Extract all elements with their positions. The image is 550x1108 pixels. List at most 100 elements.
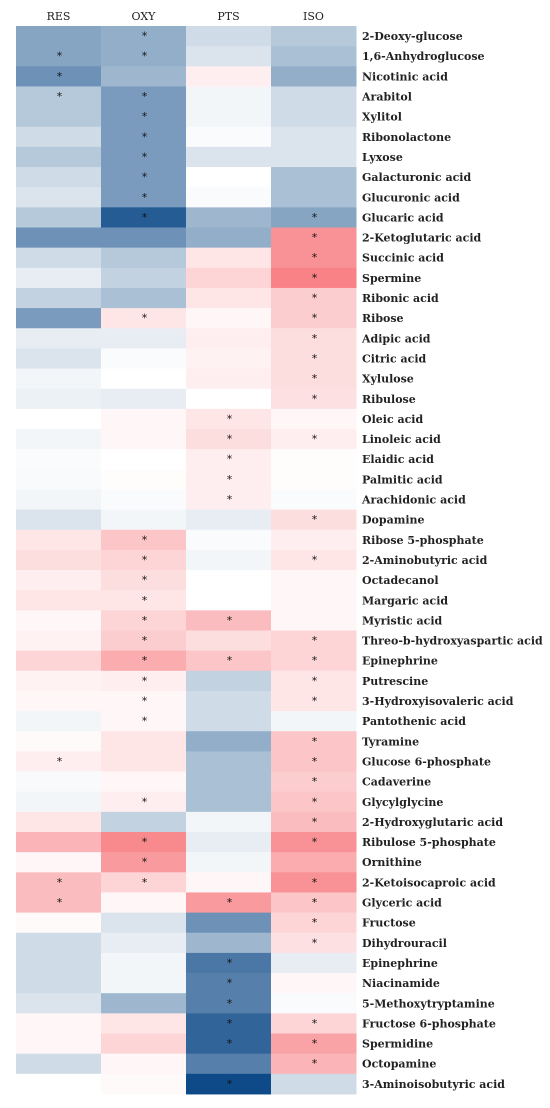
significance-marker-pts-43: * [227, 896, 233, 909]
cell-oxy-33 [101, 690, 187, 712]
cell-oxy-42 [101, 872, 187, 893]
significance-marker-iso-31: * [312, 654, 318, 667]
cell-iso-17 [271, 368, 357, 390]
cell-pts-36 [186, 751, 272, 773]
cell-res-18 [16, 388, 102, 410]
cell-iso-42 [271, 872, 357, 893]
row-label-glucuronic-acid-8: Glucuronic acid [362, 191, 460, 204]
cell-res-12 [16, 267, 102, 289]
cell-oxy-6 [101, 146, 187, 168]
row-label-dihydrouracil-45: Dihydrouracil [362, 937, 447, 950]
cell-pts-52 [186, 1073, 272, 1095]
row-label-cadaverine-37: Cadaverine [362, 776, 431, 789]
cell-res-5 [16, 126, 102, 148]
row-label-adipic-acid-15: Adipic acid [361, 332, 431, 345]
cell-oxy-3 [101, 86, 187, 108]
cell-oxy-10 [101, 227, 187, 249]
cell-oxy-37 [101, 771, 187, 793]
cell-res-46 [16, 952, 102, 974]
cell-oxy-35 [101, 731, 187, 752]
cell-res-8 [16, 187, 102, 208]
cell-oxy-44 [101, 912, 187, 934]
significance-marker-pts-48: * [227, 997, 233, 1010]
cell-pts-17 [186, 368, 272, 390]
significance-marker-oxy-1: * [142, 50, 148, 63]
significance-marker-pts-29: * [227, 614, 233, 627]
cell-iso-41 [271, 852, 357, 873]
significance-marker-iso-37: * [312, 775, 318, 788]
significance-marker-oxy-6: * [142, 150, 148, 163]
significance-marker-iso-16: * [312, 352, 318, 365]
cell-res-29 [16, 610, 102, 631]
cell-oxy-39 [101, 811, 187, 833]
cell-pts-24 [186, 509, 272, 531]
cell-pts-11 [186, 247, 272, 269]
column-labels: RES OXY PTS ISO [47, 10, 324, 23]
significance-marker-res-1: * [57, 50, 63, 63]
cell-iso-0 [271, 26, 357, 47]
significance-marker-res-2: * [57, 70, 63, 83]
cell-pts-10 [186, 227, 272, 249]
cell-res-32 [16, 670, 102, 692]
row-label-succinic-acid-11: Succinic acid [362, 252, 444, 265]
significance-marker-iso-32: * [312, 674, 318, 687]
significance-marker-oxy-4: * [142, 110, 148, 123]
cell-res-28 [16, 590, 102, 611]
cell-pts-37 [186, 771, 272, 793]
cell-iso-12 [271, 267, 357, 289]
cell-oxy-16 [101, 348, 187, 370]
row-label-5-methoxytryptamine-48: 5-Methoxytryptamine [362, 997, 495, 1010]
significance-marker-res-36: * [57, 755, 63, 768]
cell-res-21 [16, 449, 102, 470]
cell-iso-22 [271, 469, 357, 490]
cell-res-50 [16, 1033, 102, 1055]
cell-iso-27 [271, 570, 357, 591]
row-label-1-6-anhydroglucose-1: 1,6-Anhydroglucose [362, 50, 485, 63]
cell-pts-25 [186, 529, 272, 551]
significance-marker-iso-11: * [312, 251, 318, 264]
row-label-threo-b-hydroxyaspartic-acid-30: Threo-b-hydroxyaspartic acid [362, 635, 543, 648]
cell-pts-46 [186, 952, 272, 974]
significance-marker-pts-31: * [227, 654, 233, 667]
cell-pts-22 [186, 469, 272, 490]
cell-pts-48 [186, 993, 272, 1014]
row-label-epinephrine-31: Epinephrine [362, 655, 438, 668]
cell-pts-20 [186, 429, 272, 450]
cell-iso-19 [271, 408, 357, 430]
significance-marker-iso-10: * [312, 231, 318, 244]
significance-marker-oxy-42: * [142, 876, 148, 889]
cell-res-31 [16, 650, 102, 672]
row-label-niacinamide-47: Niacinamide [362, 977, 440, 990]
row-label-xylulose-17: Xylulose [362, 373, 414, 386]
cell-res-25 [16, 529, 102, 551]
cell-oxy-14 [101, 308, 187, 329]
cell-oxy-30 [101, 630, 187, 652]
cell-res-16 [16, 348, 102, 370]
significance-marker-iso-13: * [312, 292, 318, 305]
significance-marker-iso-30: * [312, 634, 318, 647]
cell-oxy-38 [101, 791, 187, 813]
cell-res-22 [16, 469, 102, 490]
row-label-putrescine-32: Putrescine [362, 675, 428, 688]
row-label-myristic-acid-29: Myristic acid [362, 614, 443, 627]
row-label-ribose-5-phosphate-25: Ribose 5-phosphate [362, 534, 484, 547]
cell-iso-16 [271, 348, 357, 370]
significance-marker-iso-14: * [312, 312, 318, 325]
cell-res-1 [16, 46, 102, 67]
cell-oxy-34 [101, 711, 187, 732]
significance-marker-oxy-25: * [142, 533, 148, 546]
cell-iso-30 [271, 630, 357, 652]
cell-oxy-1 [101, 46, 187, 67]
cell-res-10 [16, 227, 102, 249]
significance-marker-iso-36: * [312, 755, 318, 768]
significance-marker-iso-17: * [312, 372, 318, 385]
cell-oxy-13 [101, 287, 187, 309]
cell-pts-28 [186, 590, 272, 611]
cell-iso-18 [271, 388, 357, 410]
significance-marker-pts-20: * [227, 433, 233, 446]
significance-marker-pts-52: * [227, 1077, 233, 1090]
cell-iso-20 [271, 429, 357, 450]
significance-marker-iso-39: * [312, 815, 318, 828]
significance-marker-iso-20: * [312, 433, 318, 446]
cell-pts-18 [186, 388, 272, 410]
